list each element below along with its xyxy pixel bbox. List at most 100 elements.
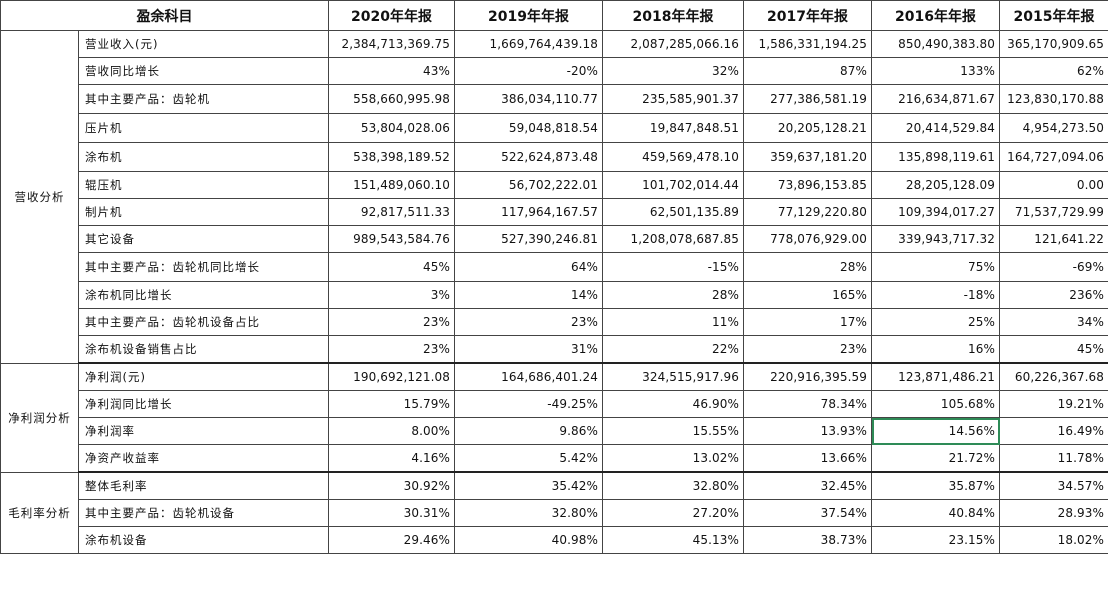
value-cell: 53,804,028.06	[328, 113, 455, 143]
value-cell: 43%	[328, 57, 455, 85]
value-cell: 20,414,529.84	[871, 113, 1000, 143]
value-cell: 151,489,060.10	[328, 171, 455, 199]
value-cell: 1,669,764,439.18	[454, 30, 603, 58]
value-cell: 60,226,367.68	[999, 362, 1108, 391]
value-cell: 164,727,094.06	[999, 142, 1108, 172]
value-cell: 75%	[871, 252, 1000, 282]
value-cell: 0.00	[999, 171, 1108, 199]
header-year: 2015年年报	[999, 0, 1108, 31]
value-cell: 133%	[871, 57, 1000, 85]
value-cell: 71,537,729.99	[999, 198, 1108, 226]
table-row: 其中主要产品：齿轮机设备占比 23% 23% 11% 17% 25% 34%	[1, 308, 1108, 336]
value-cell: 28%	[602, 281, 744, 309]
value-cell: 8.00%	[328, 417, 455, 445]
value-cell: 32.80%	[454, 499, 603, 527]
value-cell: 123,830,170.88	[999, 84, 1108, 114]
table-row: 其它设备 989,543,584.76 527,390,246.81 1,208…	[1, 225, 1108, 253]
table-row: 营收同比增长 43% -20% 32% 87% 133% 62%	[1, 57, 1108, 85]
value-cell: 21.72%	[871, 444, 1000, 473]
value-cell: 62,501,135.89	[602, 198, 744, 226]
value-cell: 23%	[328, 308, 455, 336]
header-year: 2017年年报	[743, 0, 872, 31]
value-cell: 165%	[743, 281, 872, 309]
row-label: 制片机	[78, 198, 329, 226]
value-cell: 59,048,818.54	[454, 113, 603, 143]
row-label: 净利润率	[78, 417, 329, 445]
financial-table: 盈余科目 2020年年报 2019年年报 2018年年报 2017年年报 201…	[0, 0, 1108, 554]
row-label: 涂布机设备销售占比	[78, 335, 329, 364]
value-cell: 109,394,017.27	[871, 198, 1000, 226]
table-row: 其中主要产品：齿轮机设备 30.31% 32.80% 27.20% 37.54%…	[1, 499, 1108, 527]
value-cell: 527,390,246.81	[454, 225, 603, 253]
value-cell: 23%	[454, 308, 603, 336]
value-cell: 19.21%	[999, 390, 1108, 418]
value-cell: 78.34%	[743, 390, 872, 418]
row-label: 整体毛利率	[78, 471, 329, 500]
value-cell: 778,076,929.00	[743, 225, 872, 253]
table-row: 毛利率分析 整体毛利率 30.92% 35.42% 32.80% 32.45% …	[0, 471, 1108, 554]
table-row: 其中主要产品：齿轮机同比增长 45% 64% -15% 28% 75% -69%	[1, 252, 1108, 282]
value-cell: 92,817,511.33	[328, 198, 455, 226]
value-cell: 34.57%	[999, 471, 1108, 500]
selected-cell[interactable]: 14.56%	[871, 417, 1000, 445]
value-cell: 13.66%	[743, 444, 872, 473]
value-cell: 32%	[602, 57, 744, 85]
value-cell: 190,692,121.08	[328, 362, 455, 391]
table-row: 净利润率 8.00% 9.86% 15.55% 13.93% 14.56% 16…	[1, 417, 1108, 445]
value-cell: 4.16%	[328, 444, 455, 473]
table-row: 涂布机同比增长 3% 14% 28% 165% -18% 236%	[1, 281, 1108, 309]
row-label: 其中主要产品：齿轮机设备占比	[78, 308, 329, 336]
value-cell: 459,569,478.10	[602, 142, 744, 172]
table-row: 净利润分析 净利润(元) 190,692,121.08 164,686,401.…	[0, 362, 1108, 473]
value-cell: 56,702,222.01	[454, 171, 603, 199]
value-cell: 9.86%	[454, 417, 603, 445]
value-cell: 27.20%	[602, 499, 744, 527]
value-cell: 19,847,848.51	[602, 113, 744, 143]
value-cell: 123,871,486.21	[871, 362, 1000, 391]
value-cell: 3%	[328, 281, 455, 309]
value-cell: 46.90%	[602, 390, 744, 418]
value-cell: 2,087,285,066.16	[602, 30, 744, 58]
value-cell: 11.78%	[999, 444, 1108, 473]
value-cell: 14%	[454, 281, 603, 309]
value-cell: -69%	[999, 252, 1108, 282]
value-cell: 15.55%	[602, 417, 744, 445]
category-cell: 营收分析	[0, 30, 79, 364]
table-row: 涂布机 538,398,189.52 522,624,873.48 459,56…	[1, 142, 1108, 172]
value-cell: 339,943,717.32	[871, 225, 1000, 253]
value-cell: 87%	[743, 57, 872, 85]
row-label: 辊压机	[78, 171, 329, 199]
value-cell: 40.98%	[454, 526, 603, 554]
value-cell: 164,686,401.24	[454, 362, 603, 391]
value-cell: 45.13%	[602, 526, 744, 554]
value-cell: 64%	[454, 252, 603, 282]
value-cell: 31%	[454, 335, 603, 364]
value-cell: 20,205,128.21	[743, 113, 872, 143]
value-cell: 35.87%	[871, 471, 1000, 500]
value-cell: 13.93%	[743, 417, 872, 445]
table-row: 压片机 53,804,028.06 59,048,818.54 19,847,8…	[1, 113, 1108, 143]
value-cell: 37.54%	[743, 499, 872, 527]
value-cell: 16%	[871, 335, 1000, 364]
value-cell: 277,386,581.19	[743, 84, 872, 114]
row-label: 涂布机	[78, 142, 329, 172]
value-cell: 386,034,110.77	[454, 84, 603, 114]
value-cell: 216,634,871.67	[871, 84, 1000, 114]
value-cell: 105.68%	[871, 390, 1000, 418]
value-cell: 28%	[743, 252, 872, 282]
value-cell: 1,208,078,687.85	[602, 225, 744, 253]
row-label: 净利润(元)	[78, 362, 329, 391]
row-label: 营业收入(元)	[78, 30, 329, 58]
value-cell: 220,916,395.59	[743, 362, 872, 391]
value-cell: 558,660,995.98	[328, 84, 455, 114]
value-cell: 13.02%	[602, 444, 744, 473]
value-cell: 45%	[999, 335, 1108, 364]
value-cell: 5.42%	[454, 444, 603, 473]
value-cell: 23.15%	[871, 526, 1000, 554]
value-cell: 538,398,189.52	[328, 142, 455, 172]
value-cell: 45%	[328, 252, 455, 282]
value-cell: 359,637,181.20	[743, 142, 872, 172]
table-row: 营收分析 营业收入(元) 2,384,713,369.75 1,669,764,…	[0, 30, 1108, 364]
value-cell: 522,624,873.48	[454, 142, 603, 172]
value-cell: 324,515,917.96	[602, 362, 744, 391]
